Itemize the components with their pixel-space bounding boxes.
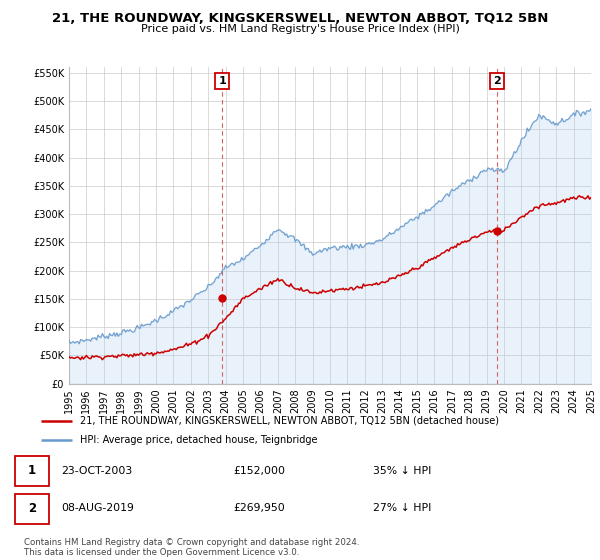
Text: Contains HM Land Registry data © Crown copyright and database right 2024.
This d: Contains HM Land Registry data © Crown c… (24, 538, 359, 557)
FancyBboxPatch shape (15, 456, 49, 486)
FancyBboxPatch shape (15, 494, 49, 524)
Text: £269,950: £269,950 (233, 503, 285, 514)
Text: 35% ↓ HPI: 35% ↓ HPI (373, 465, 431, 475)
Text: 08-AUG-2019: 08-AUG-2019 (61, 503, 134, 514)
Text: 21, THE ROUNDWAY, KINGSKERSWELL, NEWTON ABBOT, TQ12 5BN: 21, THE ROUNDWAY, KINGSKERSWELL, NEWTON … (52, 12, 548, 25)
Text: 2: 2 (28, 502, 36, 515)
Text: Price paid vs. HM Land Registry's House Price Index (HPI): Price paid vs. HM Land Registry's House … (140, 24, 460, 34)
Text: 23-OCT-2003: 23-OCT-2003 (61, 465, 133, 475)
Text: 27% ↓ HPI: 27% ↓ HPI (373, 503, 431, 514)
Text: 2: 2 (493, 76, 500, 86)
Text: HPI: Average price, detached house, Teignbridge: HPI: Average price, detached house, Teig… (80, 435, 317, 445)
Text: £152,000: £152,000 (233, 465, 285, 475)
Text: 1: 1 (218, 76, 226, 86)
Text: 21, THE ROUNDWAY, KINGSKERSWELL, NEWTON ABBOT, TQ12 5BN (detached house): 21, THE ROUNDWAY, KINGSKERSWELL, NEWTON … (80, 416, 499, 426)
Text: 1: 1 (28, 464, 36, 478)
